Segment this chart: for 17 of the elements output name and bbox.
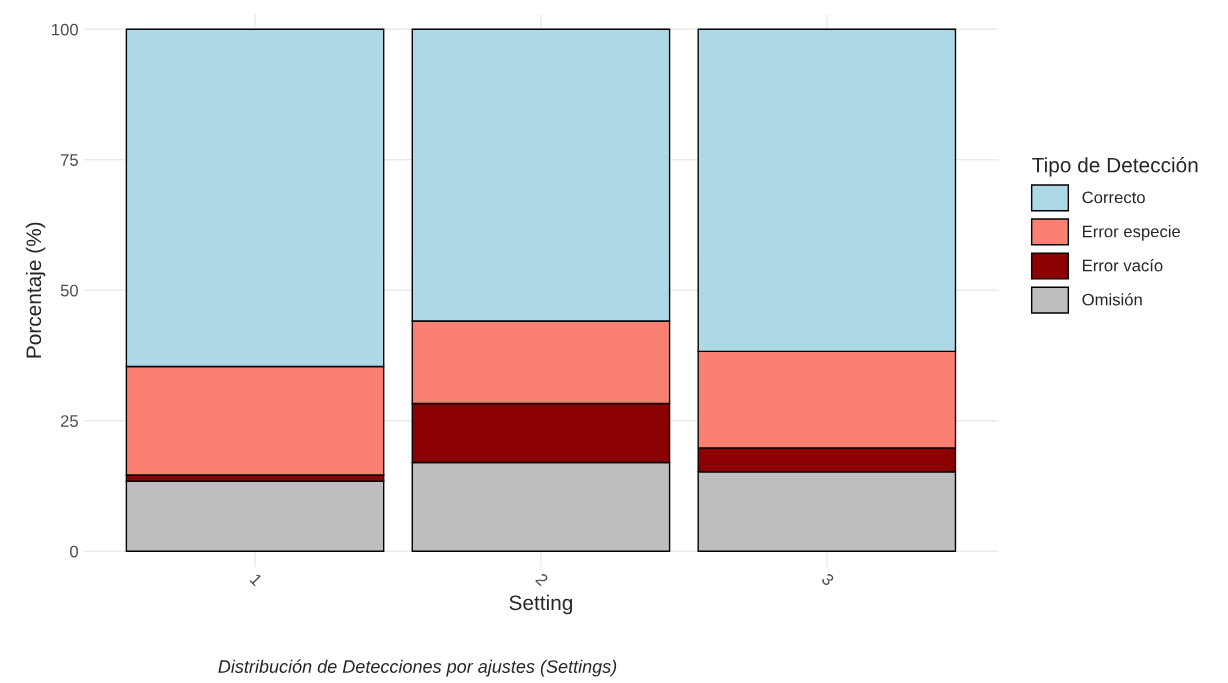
y-tick-label: 50 (60, 284, 78, 297)
x-tick-label: 3 (820, 572, 835, 587)
x-tick-label: 2 (535, 572, 549, 587)
y-axis-title: Porcentaje (%) (25, 222, 46, 358)
y-tick-label: 0 (70, 545, 78, 558)
legend-label: Error vacío (1083, 259, 1163, 272)
x-axis-title: Setting (509, 594, 573, 615)
legend-label: Correcto (1082, 191, 1145, 204)
bar (125, 480, 385, 552)
legend-label: Omisión (1082, 293, 1142, 306)
text: Distribución de Detecciones por ajustes (Settings) (218, 659, 617, 677)
y-tick-label: 100 (52, 23, 78, 36)
legend-label: Error especie (1083, 225, 1181, 241)
y-tick-label: 25 (60, 415, 78, 427)
y-tick-label: 75 (60, 154, 78, 166)
legend-title: Tipo de Detección (1032, 156, 1198, 177)
x-tick-label: 1 (249, 573, 263, 587)
